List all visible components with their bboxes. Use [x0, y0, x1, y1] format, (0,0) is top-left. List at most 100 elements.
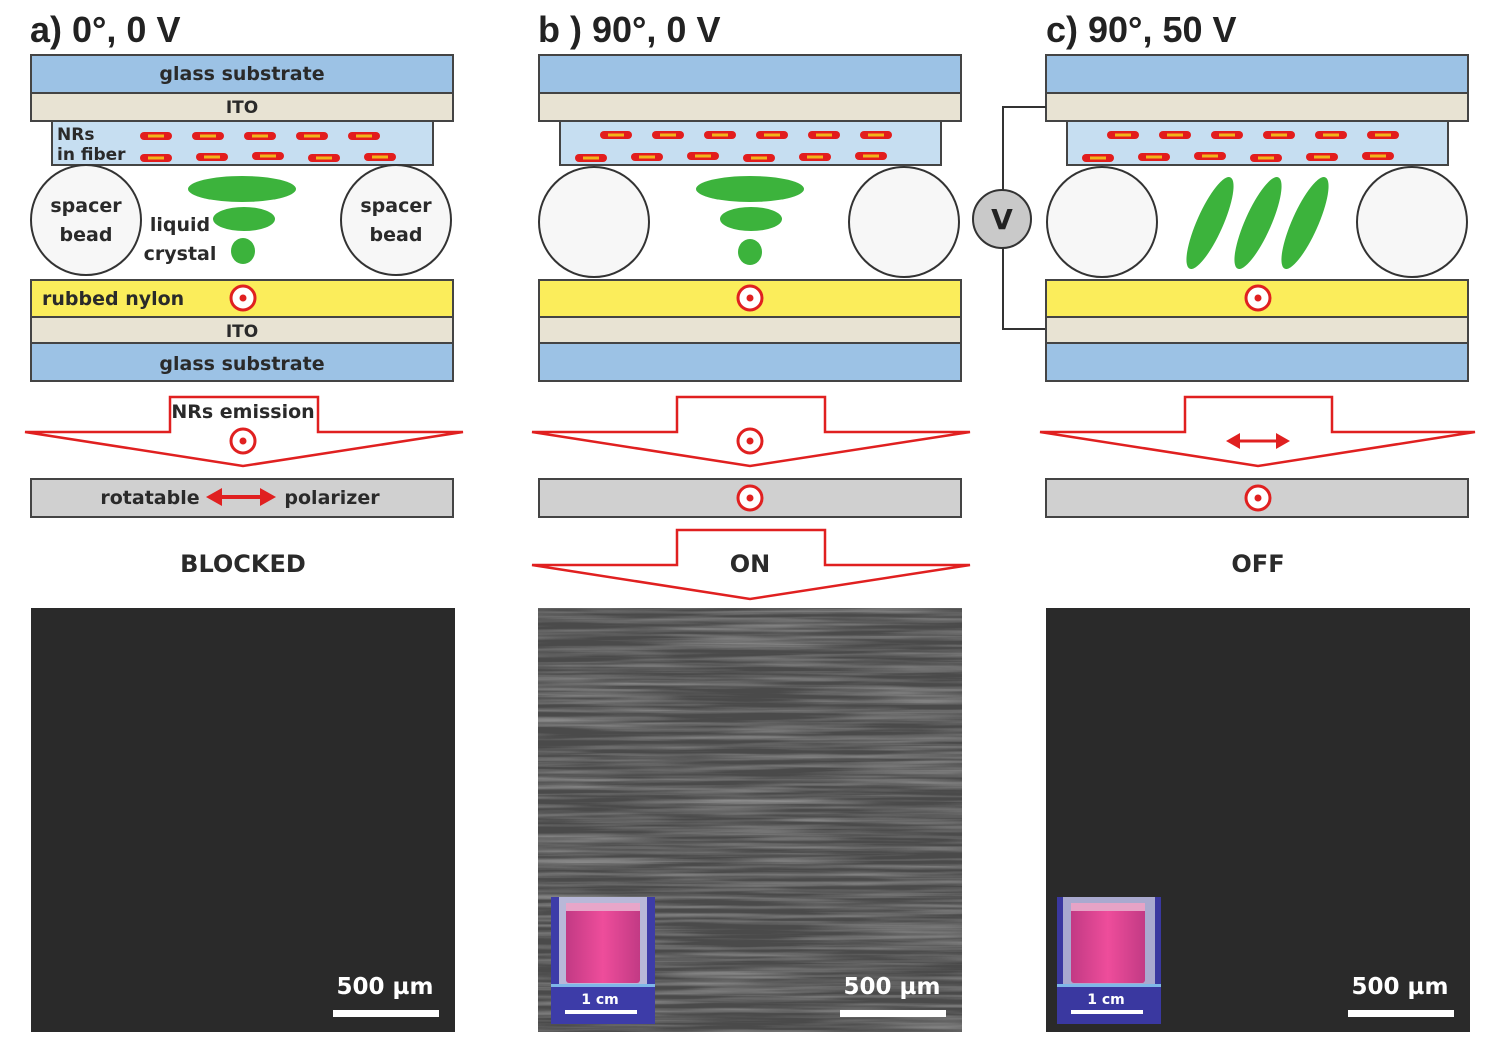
nanorod-core — [252, 134, 268, 138]
top-ito-label: ITO — [226, 98, 258, 118]
top-glass-label: glass substrate — [159, 63, 324, 85]
scale-bar — [840, 1010, 946, 1017]
bottom-ito-layer — [538, 316, 962, 344]
nanorod-core — [1202, 154, 1218, 158]
spacer-left-line2: bead — [60, 224, 113, 246]
spacer-right-line1: spacer — [360, 195, 432, 217]
emission-polarization-icon — [736, 427, 764, 455]
voltage-source-icon — [972, 189, 1032, 249]
nanorod-core — [660, 133, 676, 137]
out-of-plane-orientation-icon — [1244, 284, 1272, 312]
scale-bar-label: 500 µm — [844, 974, 941, 1000]
top-ito-layer — [538, 92, 962, 122]
horizontal-polarization-icon — [1226, 433, 1290, 449]
nanorod-core — [639, 155, 655, 159]
polarizer-right-label: polarizer — [284, 487, 380, 509]
nanorod-core — [200, 134, 216, 138]
nanorod-core — [148, 156, 164, 160]
nanorod-core — [148, 134, 164, 138]
nanorod-core — [356, 134, 372, 138]
bottom-ito-label: ITO — [226, 322, 258, 342]
nanorod-core — [1219, 133, 1235, 137]
nanorod-core — [1167, 133, 1183, 137]
nanorod-core — [372, 155, 388, 159]
nanorod-core — [712, 133, 728, 137]
bottom-glass-substrate — [538, 342, 962, 382]
state-label-on: ON — [730, 550, 771, 578]
nanorod-core — [1146, 155, 1162, 159]
emission-label: NRs emission — [171, 401, 314, 423]
bottom-glass-label: glass substrate — [159, 353, 324, 375]
top-ito-layer — [1045, 92, 1469, 122]
spacer-bead-right — [340, 164, 452, 276]
nanorod-core — [1323, 133, 1339, 137]
bottom-ito-layer — [1045, 316, 1469, 344]
nanorod-core — [260, 154, 276, 158]
nanorod-core — [304, 134, 320, 138]
state-label-blocked: BLOCKED — [180, 550, 306, 578]
scale-bar — [333, 1010, 439, 1017]
lc-label-line1: liquid — [150, 214, 210, 236]
state-label-off: OFF — [1231, 550, 1284, 578]
bottom-glass-substrate — [30, 342, 454, 382]
inset-scale-label: 1 cm — [1087, 992, 1125, 1008]
double-arrow-icon — [206, 488, 276, 506]
nanorod-core — [1090, 156, 1106, 160]
spacer-bead-left — [538, 166, 650, 278]
nanorods — [1082, 131, 1399, 162]
scale-bar-label: 500 µm — [1352, 974, 1449, 1000]
scale-bar — [1348, 1010, 1454, 1017]
emission-arrow — [1039, 395, 1476, 468]
top-glass-substrate — [30, 54, 454, 94]
nanorod-core — [1258, 156, 1274, 160]
out-of-plane-orientation-icon — [736, 284, 764, 312]
nanorod-core — [1370, 154, 1386, 158]
nylon-label: rubbed nylon — [42, 288, 184, 310]
out-of-plane-orientation-icon — [229, 284, 257, 312]
voltage-circuit: V — [972, 106, 1046, 330]
transmitted-arrow — [531, 528, 971, 601]
panel-a: a) 0°, 0 V glass substrate ITO NRs in fi… — [24, 9, 464, 1032]
liquid-crystal-molecules — [696, 176, 804, 265]
micrograph-blocked — [31, 608, 455, 1032]
fiber-label-line1: NRs — [57, 125, 94, 145]
fiber-label-line2: in fiber — [57, 145, 126, 165]
polarizer-axis-icon — [1244, 484, 1272, 512]
spacer-bead-right — [848, 166, 960, 278]
vial-inset-photo: 1 cm — [1057, 897, 1161, 1024]
top-glass-substrate — [1045, 54, 1469, 94]
nanorod-core — [863, 154, 879, 158]
nanorod-core — [1271, 133, 1287, 137]
nanorod-core — [204, 155, 220, 159]
nanorod-core — [764, 133, 780, 137]
nanorod-core — [868, 133, 884, 137]
nanorod-core — [807, 155, 823, 159]
lc-label-line2: crystal — [144, 243, 217, 265]
nanorod-core — [316, 156, 332, 160]
panel-c-title: c) 90°, 50 V — [1046, 9, 1237, 50]
nanorod-core — [751, 156, 767, 160]
spacer-left-line1: spacer — [50, 195, 122, 217]
liquid-crystal-molecules-tilted — [1186, 177, 1329, 269]
nanorod-core — [1314, 155, 1330, 159]
spacer-bead-left — [30, 164, 142, 276]
spacer-bead-right — [1356, 166, 1468, 278]
panel-a-title: a) 0°, 0 V — [30, 9, 180, 50]
spacer-bead-left — [1046, 166, 1158, 278]
nanorod-core — [695, 154, 711, 158]
nanorods — [575, 131, 892, 162]
bottom-glass-substrate — [1045, 342, 1469, 382]
nanorod-core — [816, 133, 832, 137]
panel-c: c) 90°, 50 V V OFF — [972, 9, 1476, 1032]
nanorod-core — [583, 156, 599, 160]
panel-b: b ) 90°, 0 V ON 1 c — [531, 9, 971, 1032]
nanorod-core — [1115, 133, 1131, 137]
top-glass-substrate — [538, 54, 962, 94]
panel-b-title: b ) 90°, 0 V — [538, 9, 720, 50]
inset-scale-label: 1 cm — [581, 992, 619, 1008]
voltage-symbol: V — [991, 203, 1013, 236]
nanorods — [140, 132, 396, 162]
emission-polarization-icon — [229, 427, 257, 455]
polarizer-left-label: rotatable — [100, 487, 199, 509]
